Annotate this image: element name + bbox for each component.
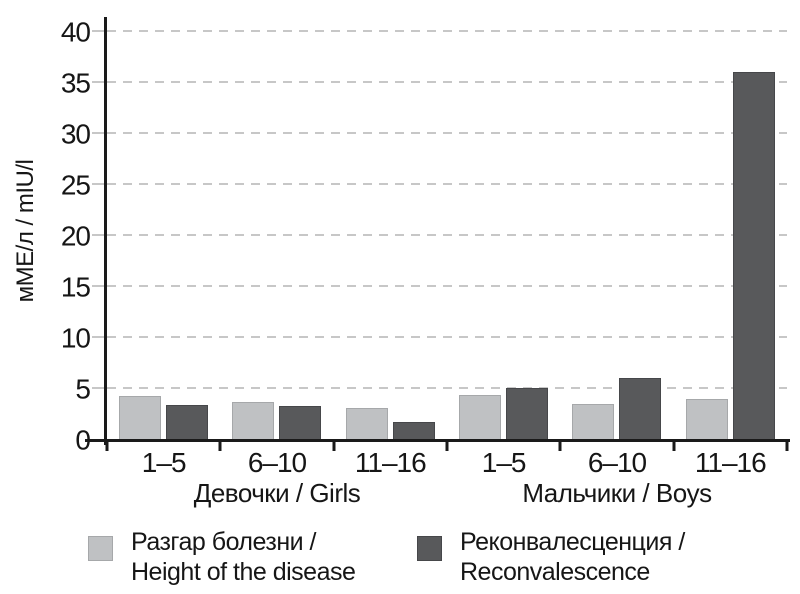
y-axis-line [104,17,107,445]
legend-item-reconvalescence: Реконвалесценция / Reconvalescence [417,527,685,587]
y-tick-30 [92,132,104,134]
bar-series1-group4 [459,395,502,439]
y-tick-35 [92,81,104,83]
bar-group-4 [447,31,560,439]
y-tick-10 [92,336,104,338]
bar-series2-group4 [506,388,549,439]
y-tick-label-35: 35 [60,67,91,99]
y-tick-label-10: 10 [60,322,91,354]
x-axis-section-labels: Девочки / Girls Мальчики / Boys [107,478,787,509]
y-tick-label-5: 5 [75,373,91,405]
y-tick-label-15: 15 [60,271,91,303]
x-boundary-tick-3 [445,439,449,451]
y-tick-label-30: 30 [60,118,91,150]
x-tick-label-6: 11–16 [694,447,767,478]
gridline-35 [107,81,787,83]
bar-series1-group5 [572,404,615,439]
gridline-25 [107,183,787,185]
bar-group-2 [220,31,333,439]
bar-series2-group6 [732,71,775,439]
x-tick-label-2: 6–10 [247,447,307,478]
x-axis-tick-labels: 1–5 6–10 11–16 1–5 6–10 11–16 [107,447,787,479]
bar-group-3 [334,31,447,439]
y-tick-label-25: 25 [60,169,91,201]
legend-label: Разгар болезни / Height of the disease [131,527,356,587]
y-tick-40 [92,30,104,32]
plot-area [85,17,790,451]
y-axis-tick-labels: 0 5 10 15 20 25 30 35 40 [0,18,91,454]
y-tick-15 [92,285,104,287]
bar-series2-group1 [166,405,209,439]
x-tick-label-3: 11–16 [354,447,427,478]
x-boundary-tick-4 [558,439,562,451]
x-tick-label-4: 1–5 [481,447,527,478]
bar-groups [107,31,787,439]
bar-series2-group5 [619,377,662,439]
legend-label: Реконвалесценция / Reconvalescence [460,527,685,587]
bar-series2-group2 [279,406,322,439]
gridline-20 [107,234,787,236]
x-axis-line [85,439,790,442]
legend-label-line2: Reconvalescence [460,558,650,586]
section-label-boys: Мальчики / Boys [522,478,712,508]
legend-label-line2: Height of the disease [131,558,356,586]
legend-item-height-of-disease: Разгар болезни / Height of the disease [88,527,356,587]
legend-label-line1: Разгар болезни / [131,528,317,556]
y-tick-20 [92,234,104,236]
y-tick-label-0: 0 [75,424,91,456]
bar-group-6 [674,31,787,439]
bar-series1-group6 [685,399,728,439]
legend-swatch-dark [417,536,442,561]
gridline-10 [107,336,787,338]
gridline-40 [107,30,787,32]
bar-series1-group3 [345,408,388,439]
y-tick-label-20: 20 [60,220,91,252]
x-tick-label-1: 1–5 [141,447,187,478]
y-tick-label-40: 40 [60,16,91,48]
gridline-30 [107,132,787,134]
bar-group-5 [560,31,673,439]
x-boundary-tick-6 [785,439,789,451]
legend-label-line1: Реконвалесценция / [460,528,685,556]
x-boundary-tick-5 [672,439,676,451]
y-tick-5 [92,387,104,389]
y-tick-25 [92,183,104,185]
section-label-girls: Девочки / Girls [193,478,361,508]
x-boundary-tick-0 [105,439,109,451]
bar-series1-group1 [119,396,162,439]
legend-swatch-light [88,536,113,561]
gridline-5 [107,387,787,389]
x-tick-label-5: 6–10 [587,447,647,478]
bar-series1-group2 [232,402,275,439]
x-boundary-tick-2 [332,439,336,451]
x-boundary-tick-1 [218,439,222,451]
bar-group-1 [107,31,220,439]
gridline-15 [107,285,787,287]
bar-series2-group3 [392,421,435,439]
